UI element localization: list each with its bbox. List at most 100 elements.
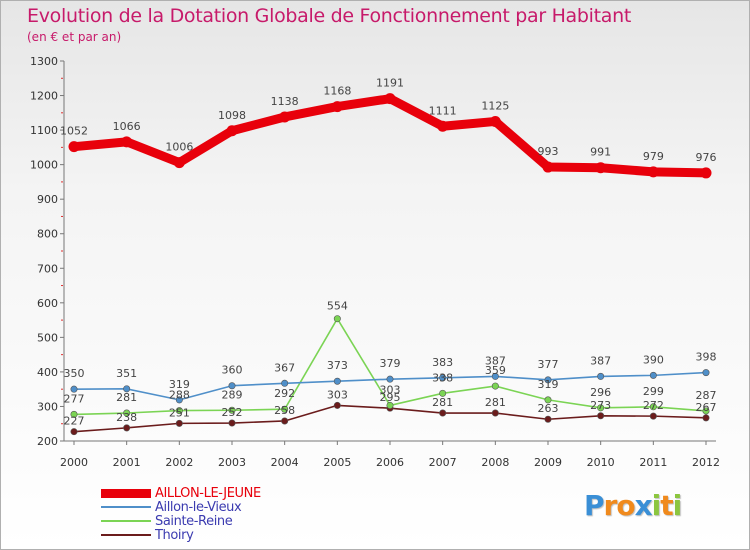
data-point [175,407,183,415]
x-tick-label: 2001 [113,456,141,469]
x-tick-label: 2004 [271,456,299,469]
logo-letter: x [634,489,653,522]
y-tick-label: 600 [37,297,58,310]
data-point [173,157,185,169]
data-point [281,405,289,413]
logo-letter: o [616,489,635,522]
data-label: 273 [590,399,611,412]
data-label: 272 [643,399,664,412]
legend-label: Aillon-le-Vieux [155,499,242,515]
data-point [386,401,394,409]
data-label: 1125 [481,99,509,112]
data-label: 292 [274,387,295,400]
data-label: 373 [327,359,348,372]
data-point [700,167,712,179]
data-point [542,161,554,173]
data-point [702,407,710,415]
legend: AILLON-LE-JEUNE Aillon-le-Vieux Sainte-Rei… [101,486,261,543]
data-point [647,166,659,178]
data-point [70,410,78,418]
data-label: 1052 [60,125,88,138]
data-point [702,369,710,377]
legend-item: AILLON-LE-JEUNE [101,486,261,501]
data-point [544,376,552,384]
y-tick-label: 1100 [30,124,58,137]
data-point [121,136,133,148]
data-label: 379 [380,357,401,370]
x-tick-label: 2000 [60,456,88,469]
y-tick-label: 1300 [30,55,58,68]
data-point [491,372,499,380]
data-label: 1006 [165,141,193,154]
data-point [491,409,499,417]
legend-swatch [101,488,151,498]
data-point [439,389,447,397]
data-point [175,396,183,404]
legend-swatch [101,534,151,536]
data-point [226,125,238,137]
data-label: 267 [696,401,717,414]
y-tick-label: 1200 [30,90,58,103]
x-tick-label: 2009 [534,456,562,469]
data-label: 281 [116,391,137,404]
data-point [384,93,396,105]
data-point [439,409,447,417]
data-point [544,396,552,404]
data-label: 351 [116,367,137,380]
data-point [333,401,341,409]
data-point [228,382,236,390]
data-label: 281 [432,396,453,409]
data-label: 1168 [323,85,351,98]
logo-letter: i [672,489,683,522]
data-label: 263 [538,402,559,415]
data-label: 1138 [271,95,299,108]
x-tick-label: 2011 [639,456,667,469]
y-tick-label: 900 [37,193,58,206]
data-point [489,115,501,127]
data-label: 303 [327,388,348,401]
data-point [228,406,236,414]
data-label: 360 [222,364,243,377]
data-point [386,375,394,383]
y-tick-label: 300 [37,400,58,413]
legend-label: Sainte-Reine [155,513,233,529]
data-point [123,409,131,417]
data-label: 251 [169,406,190,419]
data-point [68,141,80,153]
legend-swatch [101,506,151,508]
data-point [649,371,657,379]
data-label: 383 [432,356,453,369]
data-point [702,414,710,422]
data-label: 281 [485,396,506,409]
data-point [597,372,605,380]
y-tick-label: 400 [37,366,58,379]
legend-item: Thoiry [101,527,261,543]
y-tick-label: 700 [37,262,58,275]
data-point [649,403,657,411]
data-label: 238 [116,411,137,424]
legend-label: Thoiry [155,527,194,543]
data-point [281,379,289,387]
y-tick-label: 800 [37,228,58,241]
data-label: 277 [64,392,85,405]
data-label: 338 [432,371,453,384]
y-tick-label: 200 [37,435,58,448]
data-point [439,374,447,382]
data-point [123,424,131,432]
x-tick-label: 2007 [429,456,457,469]
logo-letter: r [603,489,618,522]
data-label: 319 [538,378,559,391]
chart-title: Evolution de la Dotation Globale de Fonc… [27,5,632,27]
data-label: 1066 [113,120,141,133]
y-tick-label: 1000 [30,159,58,172]
data-label: 390 [643,353,664,366]
x-tick-label: 2010 [587,456,615,469]
data-label: 258 [274,404,295,417]
x-tick-label: 2008 [481,456,509,469]
data-label: 252 [222,406,243,419]
data-point [649,412,657,420]
data-label: 295 [380,391,401,404]
data-label: 319 [169,378,190,391]
